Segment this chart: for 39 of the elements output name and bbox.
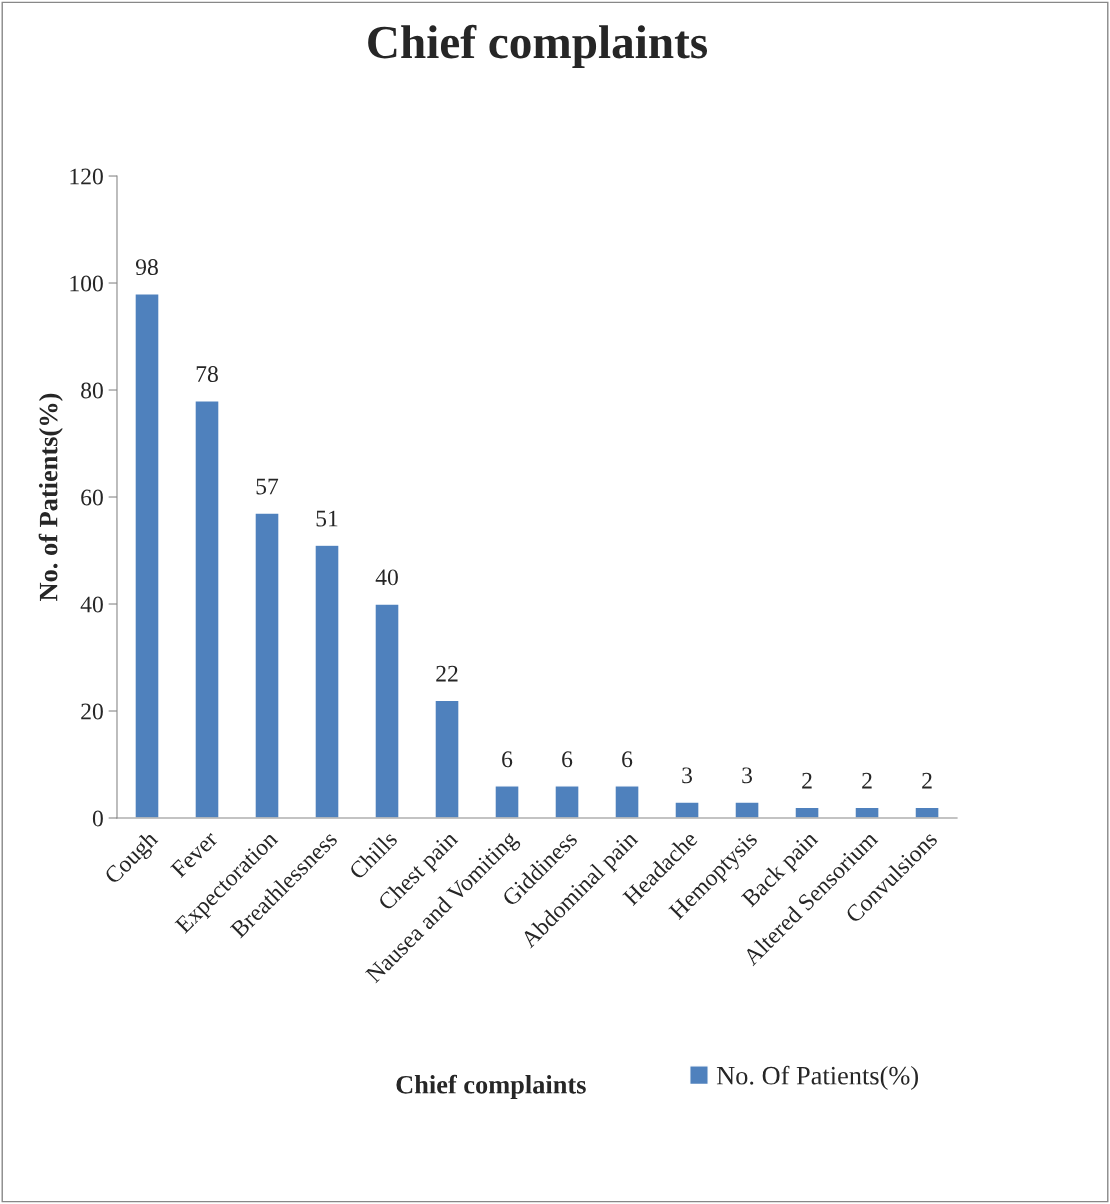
- y-tick-label: 0: [92, 810, 103, 827]
- y-tick-label: 40: [80, 596, 103, 613]
- bar: [434, 699, 460, 818]
- bar: [794, 806, 820, 818]
- bar: [734, 801, 760, 818]
- y-tick-label: 100: [70, 275, 103, 292]
- bar: [134, 293, 160, 818]
- data-label: 3: [742, 767, 753, 784]
- chart-title: Chief complaints: [368, 24, 708, 69]
- bar: [494, 785, 520, 818]
- data-label: 57: [256, 478, 279, 495]
- data-label: 6: [562, 751, 573, 768]
- bar: [914, 806, 940, 818]
- data-label: 3: [682, 767, 693, 784]
- y-axis-title: No. of Patients(%): [38, 393, 63, 601]
- data-label: 98: [135, 259, 158, 276]
- bar: [374, 603, 400, 818]
- data-label: 40: [375, 569, 398, 586]
- bar: [554, 785, 580, 818]
- bar: [314, 544, 340, 818]
- data-label: 6: [502, 751, 513, 768]
- y-tick-label: 60: [81, 489, 103, 506]
- bar: [674, 801, 700, 818]
- data-label: 6: [622, 751, 633, 768]
- bar: [194, 400, 220, 818]
- data-label: 2: [802, 772, 812, 789]
- legend-label: No. Of Patients(%): [716, 1065, 918, 1090]
- data-label: 51: [316, 510, 338, 527]
- x-axis-title: Chief complaints: [396, 1074, 586, 1099]
- data-label: 78: [196, 366, 218, 383]
- bar: [614, 785, 640, 818]
- y-tick-label: 120: [70, 168, 103, 185]
- y-tick-label: 80: [81, 382, 103, 399]
- bar: [254, 512, 280, 818]
- data-label: 2: [862, 772, 872, 789]
- data-label: 22: [436, 665, 458, 682]
- bar: [854, 806, 880, 818]
- y-tick-label: 20: [81, 703, 103, 720]
- data-label: 2: [922, 772, 932, 789]
